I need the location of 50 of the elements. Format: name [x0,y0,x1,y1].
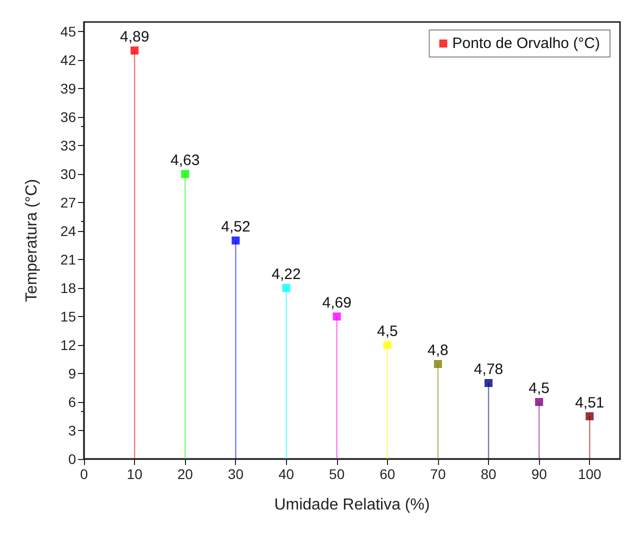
point [332,312,341,320]
annotation: 4,89 [120,28,150,46]
y-tick-label: 42 [60,52,76,68]
y-tick-label: 45 [60,24,76,40]
annotation: 4,69 [322,294,352,312]
annotation: 4,8 [428,342,448,359]
y-tick-label: 21 [60,252,76,268]
y-tick-label: 0 [68,451,76,467]
y-tick-label: 18 [60,280,76,296]
x-tick-label: 50 [329,466,345,482]
y-tick-label: 24 [60,223,76,239]
y-tick-label: 33 [60,138,76,154]
point [181,170,190,178]
point [282,284,290,292]
y-tick-label: 30 [60,166,76,182]
point [535,398,544,406]
y-tick-label: 39 [60,80,76,96]
annotation: 4,5 [376,323,398,340]
y-tick-label: 3 [68,422,76,438]
x-tick-label: 10 [126,466,143,482]
x-tick-label: 80 [480,466,497,482]
y-tick-label: 27 [60,194,76,210]
annotation: 4,78 [474,361,504,378]
point [130,46,139,54]
x-axis-title: Umidade Relativa (%) [274,496,430,514]
annotation: 4,51 [575,394,604,412]
annotation: 4,63 [170,152,200,169]
point [383,341,392,349]
point [586,412,594,420]
y-tick-label: 6 [68,394,76,410]
x-tick-label: 60 [380,466,396,482]
y-axis-title: Temperatura (°C) [24,179,40,302]
x-tick-label: 20 [177,466,194,482]
y-tick-label: 12 [60,337,76,353]
x-tick-label: 30 [228,466,244,482]
annotation: 4,22 [272,266,301,283]
legend-label: Ponto de Orvalho (°C) [452,35,600,52]
x-tick-label: 0 [80,466,88,482]
point [484,379,493,387]
x-tick-label: 100 [578,466,602,482]
x-tick-label: 70 [430,466,446,482]
point [232,236,240,244]
annotation: 4,52 [221,218,250,236]
y-tick-label: 15 [60,308,76,324]
x-tick-label: 40 [278,466,294,482]
y-tick-label: 9 [68,366,76,382]
x-tick-label: 90 [531,466,548,482]
annotation: 4,5 [528,380,550,397]
point [434,360,442,368]
y-tick-label: 36 [60,109,76,125]
